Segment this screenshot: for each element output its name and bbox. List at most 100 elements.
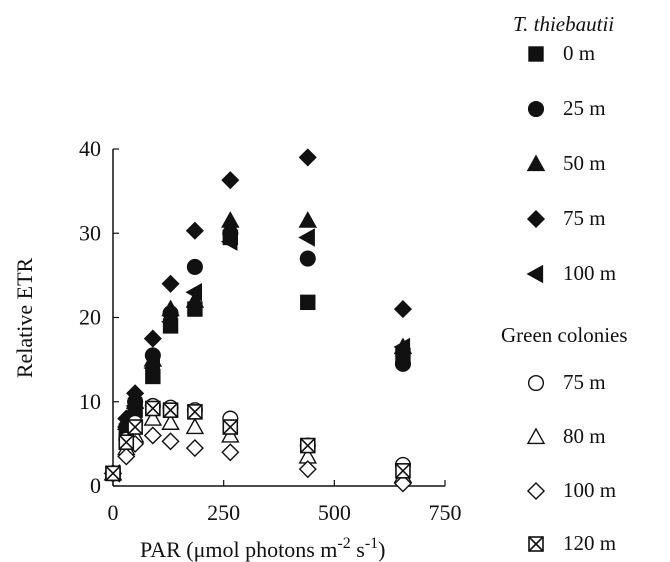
y-tick-label: 20 [79, 305, 101, 330]
data-point [118, 434, 135, 450]
data-point [117, 447, 136, 466]
legend-label: 100 m [563, 478, 617, 502]
data-point [299, 250, 316, 267]
axes: 0 250 500 750 0 10 20 30 40 [79, 136, 462, 525]
legend-label: 25 m [563, 96, 606, 120]
data-point [185, 291, 205, 308]
x-axis-label-sup1: -2 [337, 535, 350, 552]
series-8 [105, 400, 411, 482]
legend-marker-shape [528, 46, 544, 62]
data-point [220, 232, 238, 251]
data-point [162, 402, 179, 418]
y-tick-label: 30 [79, 220, 101, 245]
data-point [299, 437, 316, 454]
x-tick-label: 750 [429, 500, 462, 525]
data-point [125, 396, 143, 416]
legend-label: 0 m [563, 41, 596, 65]
data-point [395, 463, 411, 479]
x-axis-label-main: PAR (μmol photons m [140, 537, 337, 562]
x-axis-label-end: ) [378, 537, 385, 562]
x-tick-label: 0 [108, 500, 119, 525]
legend-marker-shape [527, 100, 545, 118]
data-point [143, 426, 162, 445]
legend-marker [526, 481, 546, 501]
data-point [185, 439, 204, 458]
legend-marker-shape [526, 481, 546, 501]
legend-label: 120 m [563, 531, 617, 555]
data-point [185, 221, 204, 240]
data-point [222, 419, 239, 435]
x-tick-label: 500 [318, 500, 351, 525]
legend-item: 0 m [525, 41, 665, 65]
legend-marker-shape [526, 264, 544, 284]
data-point [187, 404, 203, 420]
data-point [221, 211, 240, 228]
data-point [105, 465, 121, 482]
legend-item: 120 m [525, 531, 665, 555]
data-point [161, 432, 180, 451]
legend-item: 100 m [525, 478, 665, 502]
legend-marker [528, 536, 544, 552]
legend-item: 75 m [525, 370, 665, 394]
data-point [393, 300, 412, 319]
legend-marker [526, 264, 544, 284]
legend-item: 75 m [525, 206, 665, 230]
data-point [185, 282, 203, 302]
x-axis-label: PAR (μmol photons m-2 s-1) [140, 535, 385, 562]
data-point [221, 171, 240, 190]
legend-marker-shape [526, 209, 546, 229]
legend-marker-shape [528, 536, 544, 552]
data-point [185, 417, 205, 435]
legend-marker [527, 100, 545, 118]
legend-marker [526, 209, 546, 229]
legend-label: 50 m [563, 151, 606, 175]
legend-item: 100 m [525, 261, 665, 285]
legend-marker [527, 374, 545, 392]
data-point [221, 443, 240, 462]
x-axis-label-sup2: -1 [365, 535, 378, 552]
legend-item: 25 m [525, 96, 665, 120]
x-axis-label-mid: s [351, 537, 365, 562]
legend-marker [526, 427, 546, 445]
y-tick-label: 10 [79, 389, 101, 414]
y-tick-label: 40 [79, 136, 101, 161]
data-points [103, 148, 413, 493]
data-point [298, 148, 317, 167]
legend-marker-shape [527, 374, 545, 392]
legend-marker [528, 46, 544, 62]
legend-marker-shape [526, 427, 546, 445]
data-point [394, 355, 411, 372]
series-7 [103, 426, 412, 493]
legend-label: 75 m [563, 206, 606, 230]
data-point [298, 460, 317, 479]
legend-item: 80 m [525, 424, 665, 448]
data-point [161, 274, 180, 293]
y-axis-label: Relative ETR [12, 257, 37, 378]
legend-group-title-green-colonies: Green colonies [501, 323, 628, 347]
legend-marker-shape [526, 154, 546, 172]
series-6 [103, 409, 413, 484]
legend-marker [526, 154, 546, 172]
legend-label: 80 m [563, 424, 606, 448]
data-point [393, 474, 412, 493]
legend-label: 75 m [563, 370, 606, 394]
data-point [161, 312, 178, 331]
data-point [127, 419, 143, 435]
x-tick-label: 250 [207, 500, 240, 525]
data-point [300, 294, 316, 311]
data-point [143, 358, 160, 378]
data-point [145, 400, 161, 417]
legend-group-title-t-thiebautii: T. thiebautii [513, 12, 615, 36]
data-point [143, 329, 162, 348]
data-point [186, 258, 203, 276]
legend-item: 50 m [525, 151, 665, 175]
data-point [393, 337, 411, 357]
data-point [161, 413, 180, 430]
legend-label: 100 m [563, 261, 617, 285]
data-point [143, 409, 163, 426]
data-point [298, 228, 315, 247]
data-point [161, 299, 180, 317]
data-point [298, 211, 318, 228]
y-tick-label: 0 [90, 473, 101, 498]
